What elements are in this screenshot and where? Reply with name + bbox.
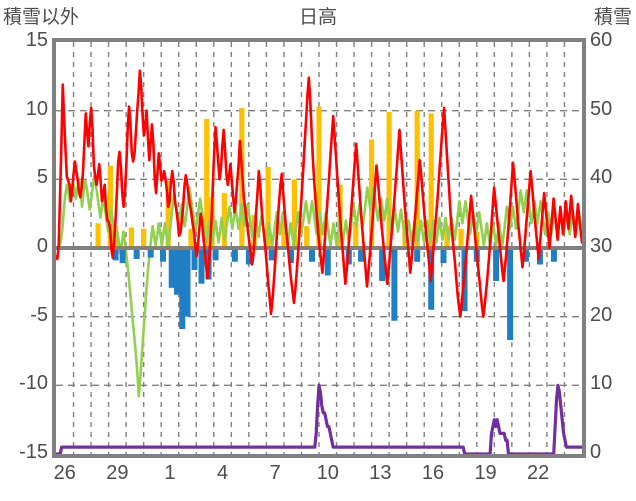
plot-area xyxy=(52,38,586,458)
left-tick--5: -5 xyxy=(30,303,48,326)
x-tick-19: 19 xyxy=(474,462,497,484)
x-tick-26: 26 xyxy=(53,462,76,484)
left-tick-0: 0 xyxy=(36,235,48,257)
x-tick-22: 22 xyxy=(527,462,550,484)
right-tick-30: 30 xyxy=(590,235,613,257)
chart-canvas xyxy=(56,42,582,454)
left-tick-5: 5 xyxy=(36,166,48,189)
left-tick-15: 15 xyxy=(25,29,48,51)
chart-title: 日高 xyxy=(298,7,337,28)
right-tick-50: 50 xyxy=(590,97,613,120)
x-tick-4: 4 xyxy=(217,462,229,484)
left-tick--10: -10 xyxy=(19,372,48,395)
x-tick-1: 1 xyxy=(164,462,176,484)
right-tick-20: 20 xyxy=(590,303,613,326)
left-tick--15: -15 xyxy=(19,441,48,463)
left-tick-10: 10 xyxy=(25,97,48,120)
x-tick-13: 13 xyxy=(369,462,392,484)
right-tick-40: 40 xyxy=(590,166,613,189)
right-axis-title: 積雪 xyxy=(593,7,632,28)
right-tick-60: 60 xyxy=(590,29,613,51)
right-tick-0: 0 xyxy=(590,441,602,463)
left-axis-title: 積雪以外 xyxy=(3,7,80,28)
x-tick-7: 7 xyxy=(269,462,281,484)
x-tick-16: 16 xyxy=(421,462,445,484)
x-tick-29: 29 xyxy=(106,462,129,484)
right-tick-10: 10 xyxy=(590,372,613,395)
x-tick-10: 10 xyxy=(316,462,339,484)
